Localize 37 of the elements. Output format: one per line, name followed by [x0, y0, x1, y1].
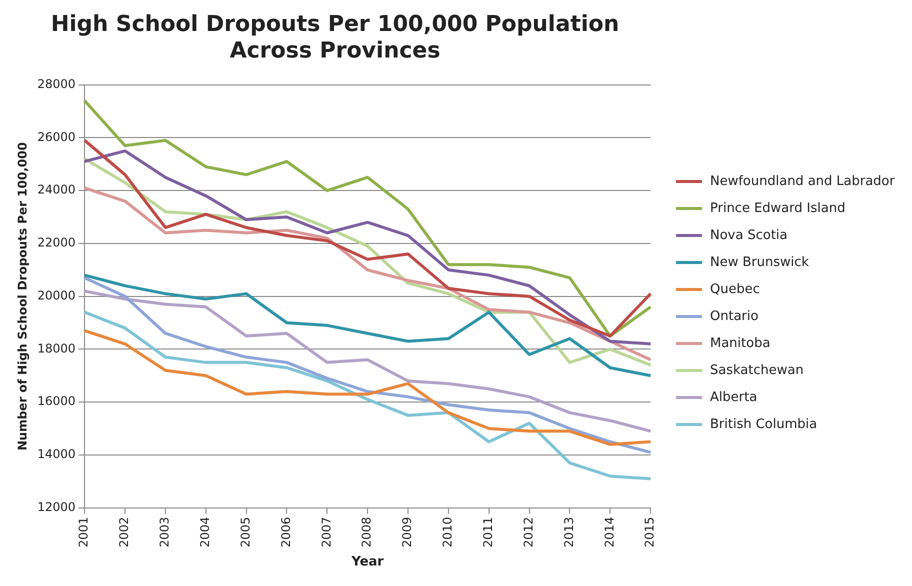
legend-label: Newfoundland and Labrador — [710, 174, 895, 189]
legend-label: Alberta — [710, 390, 758, 405]
legend-label: Nova Scotia — [710, 228, 788, 243]
y-tick-label: 24000 — [37, 182, 76, 197]
y-axis-title: Number of High School Dropouts Per 100,000 — [15, 142, 30, 450]
x-tick-label: 2012 — [521, 516, 536, 548]
legend-label: Manitoba — [710, 336, 770, 351]
x-tick-label: 2005 — [238, 516, 252, 548]
legend-label: British Columbia — [710, 417, 818, 432]
x-tick-label: 2014 — [602, 516, 616, 548]
legend-label: New Brunswick — [710, 255, 809, 270]
y-tick-label: 28000 — [37, 76, 76, 91]
x-tick-label: 2002 — [117, 516, 132, 548]
x-tick-label: 2009 — [400, 516, 414, 548]
x-tick-label: 2003 — [158, 516, 172, 548]
y-tick-label: 18000 — [37, 341, 76, 356]
x-tick-label: 2013 — [562, 516, 576, 548]
x-tick-label: 2004 — [198, 516, 212, 548]
x-tick-label: 2011 — [481, 516, 496, 548]
x-tick-label: 2010 — [440, 516, 455, 548]
x-tick-label: 2007 — [319, 516, 334, 548]
y-tick-label: 26000 — [37, 130, 76, 144]
x-tick-label: 2015 — [642, 516, 657, 548]
x-tick-label: 2006 — [278, 516, 293, 548]
x-tick-label: 2008 — [360, 516, 374, 548]
legend-label: Ontario — [710, 309, 758, 324]
y-tick-label: 22000 — [37, 236, 76, 250]
x-axis-title: Year — [350, 554, 384, 570]
y-tick-label: 12000 — [37, 500, 76, 514]
x-tick-label: 2001 — [76, 516, 91, 548]
legend-label: Quebec — [710, 282, 760, 297]
legend-label: Prince Edward Island — [710, 201, 846, 216]
y-tick-label: 14000 — [37, 447, 76, 462]
y-tick-label: 20000 — [37, 288, 76, 302]
chart-title: High School Dropouts Per 100,000 Population Across Provinces — [50, 12, 620, 64]
y-tick-label: 16000 — [37, 394, 76, 408]
legend-label: Saskatchewan — [710, 363, 804, 378]
